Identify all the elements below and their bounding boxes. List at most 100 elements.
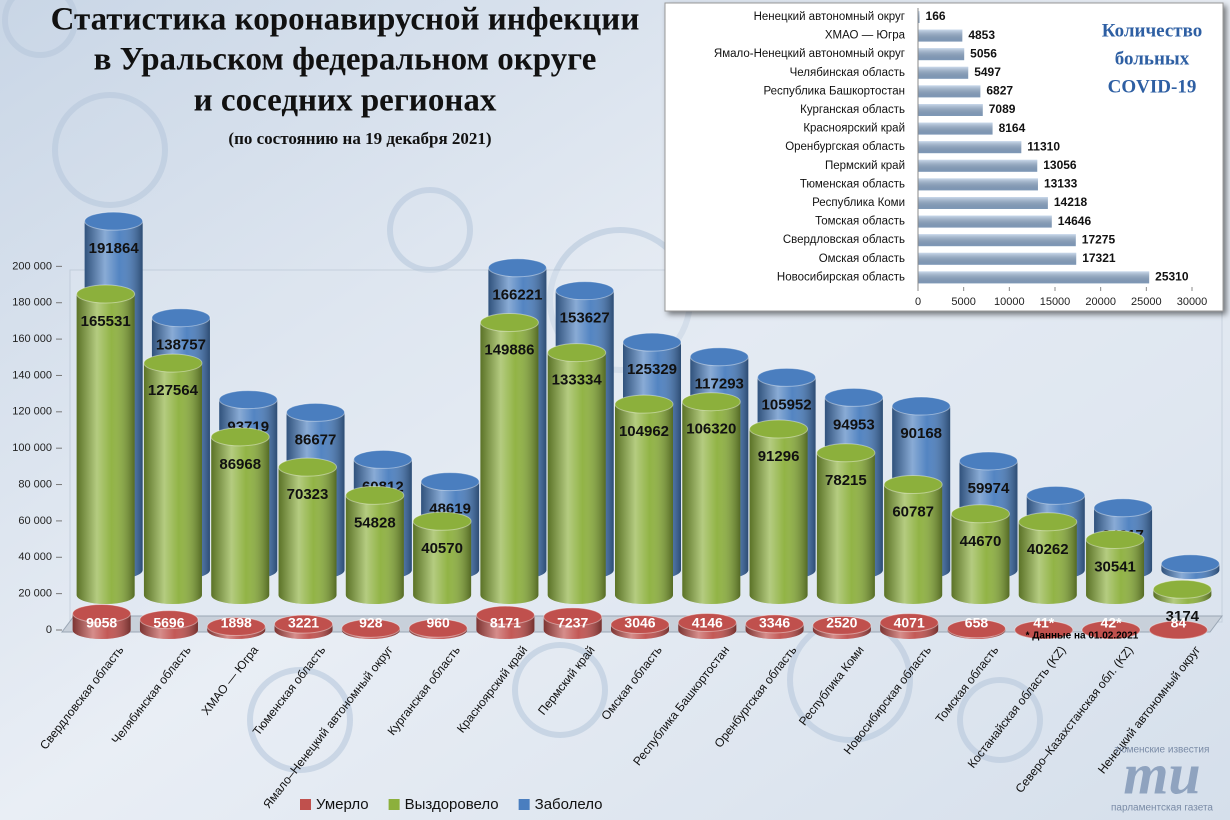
- data-label: 105952: [762, 396, 812, 413]
- bar-shade: [918, 178, 1038, 191]
- cylinder-top: [1085, 529, 1145, 549]
- cylinder-top: [745, 614, 805, 634]
- cylinder-top: [1093, 498, 1153, 518]
- x-tick-label: 5000: [951, 296, 975, 308]
- cylinder-top: [749, 419, 809, 439]
- data-label: 13133: [1044, 177, 1078, 191]
- y-tick-label: 160 000: [12, 333, 52, 345]
- cylinder-top: [408, 618, 468, 638]
- cylinder-top: [1160, 554, 1220, 574]
- y-tick-label: 0: [46, 624, 52, 636]
- cylinder-shade: [76, 294, 135, 604]
- category-label: Оренбургская область: [785, 141, 905, 153]
- cylinder-top: [345, 485, 405, 505]
- bar-shade: [918, 271, 1150, 284]
- data-label: 17321: [1082, 251, 1116, 265]
- cylinder-top: [76, 284, 136, 304]
- inset-title: Количество: [1102, 20, 1202, 41]
- x-tick-label: 20000: [1085, 296, 1116, 308]
- chart-title: Статистика коронавирусной инфекции: [51, 2, 640, 38]
- x-tick-label: 25000: [1131, 296, 1162, 308]
- cylinder-top: [84, 211, 144, 231]
- cylinder-top: [1148, 620, 1208, 640]
- cylinder-top: [677, 612, 737, 632]
- data-label: 94953: [833, 416, 875, 433]
- x-tick-label: 10000: [994, 296, 1025, 308]
- data-label: 44670: [960, 533, 1002, 550]
- x-tick-label: 15000: [1040, 296, 1071, 308]
- category-label: Республика Башкортостан: [763, 85, 905, 97]
- cylinder-top: [543, 607, 603, 627]
- data-label: 40262: [1027, 541, 1069, 558]
- bar-shade: [918, 85, 981, 98]
- data-label: 30541: [1094, 558, 1136, 575]
- data-label: 9058: [86, 615, 117, 631]
- cylinder-top: [151, 308, 211, 328]
- cylinder-top: [218, 390, 278, 410]
- cylinder-top: [946, 619, 1006, 639]
- cylinder-top: [614, 394, 674, 414]
- chart-subtitle: (по состоянию на 19 декабря 2021): [228, 129, 491, 148]
- data-label: 14646: [1058, 214, 1092, 228]
- bar-shade: [918, 197, 1048, 209]
- cylinder-shade: [345, 495, 404, 604]
- category-label: Свердловская область: [783, 234, 905, 246]
- cylinder-top: [883, 474, 943, 494]
- footnote: * Данные на 01.02.2021: [1026, 631, 1139, 642]
- data-label: 4071: [894, 615, 925, 631]
- data-label: 60787: [892, 503, 934, 520]
- y-tick-label: 120 000: [12, 406, 52, 418]
- cylinder-top: [610, 614, 670, 634]
- data-label: 928: [359, 615, 383, 631]
- data-label: 41*: [1033, 615, 1055, 631]
- cylinder-top: [1018, 512, 1078, 532]
- data-label: 5696: [153, 615, 184, 631]
- legend-label: Умерло: [316, 796, 369, 813]
- data-label: 106320: [686, 421, 736, 438]
- data-label: 153627: [560, 310, 610, 327]
- cylinder-shade: [884, 484, 943, 604]
- data-label: 42*: [1101, 615, 1123, 631]
- data-label: 2520: [826, 615, 857, 631]
- legend-label: Заболело: [535, 796, 603, 813]
- cylinder-top: [487, 258, 547, 278]
- cylinder-top: [757, 367, 817, 387]
- cylinder-top: [812, 615, 872, 635]
- bar-shade: [918, 29, 963, 42]
- y-tick-label: 140 000: [12, 369, 52, 381]
- cylinder-shade: [413, 521, 472, 604]
- data-label: 84: [1171, 615, 1187, 631]
- category-label: Томская область: [815, 216, 905, 228]
- cylinder-top: [1014, 620, 1074, 640]
- data-label: 8164: [999, 121, 1026, 135]
- bar-shade: [918, 122, 993, 135]
- cylinder-shade: [749, 429, 808, 604]
- category-label: Ненецкий автономный округ: [754, 11, 905, 23]
- y-tick-label: 200 000: [12, 260, 52, 272]
- category-label: Красноярский край: [803, 123, 905, 135]
- data-label: 191864: [89, 240, 140, 257]
- data-label: 149886: [484, 341, 534, 358]
- data-label: 6827: [986, 84, 1013, 98]
- bar-shade: [918, 104, 983, 116]
- cylinder-top: [274, 614, 334, 634]
- data-label: 133334: [552, 372, 603, 389]
- cylinder-top: [143, 353, 203, 373]
- data-label: 86968: [219, 456, 261, 473]
- cylinder-top: [622, 332, 682, 352]
- data-label: 166221: [492, 287, 542, 304]
- inset-chart: Ненецкий автономный округ 166 ХМАО — Югра 4…: [714, 8, 1207, 308]
- data-label: 125329: [627, 361, 677, 378]
- data-label: 1898: [221, 615, 252, 631]
- cylinder-top: [1081, 620, 1141, 640]
- legend-swatch: [300, 799, 311, 810]
- cylinder-top: [286, 402, 346, 422]
- cylinder-top: [816, 443, 876, 463]
- cylinder-top: [475, 605, 535, 625]
- bar-shade: [918, 66, 969, 79]
- category-label: Челябинская область: [790, 67, 905, 79]
- cylinder-top: [353, 449, 413, 469]
- cylinder-shade: [278, 467, 337, 604]
- logo-bottom: парламентская газета: [1111, 803, 1213, 814]
